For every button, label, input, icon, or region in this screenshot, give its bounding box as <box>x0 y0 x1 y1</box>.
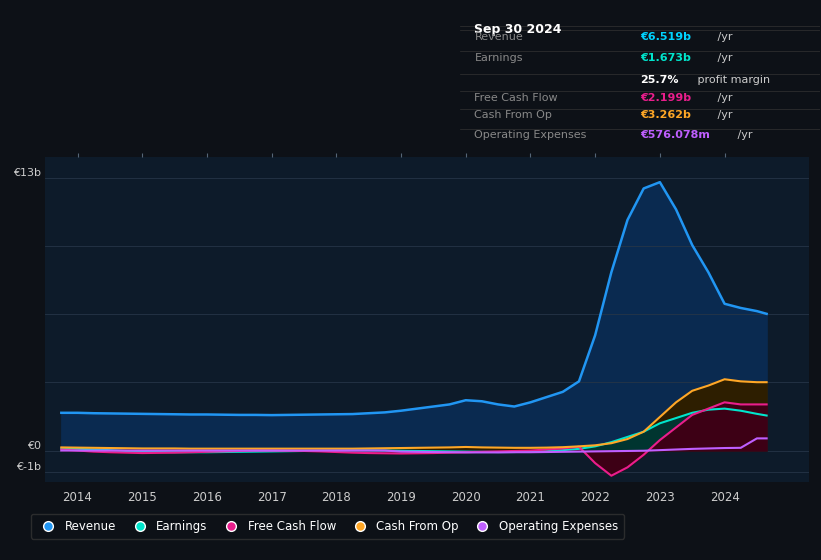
Text: Sep 30 2024: Sep 30 2024 <box>475 23 562 36</box>
Text: /yr: /yr <box>734 130 753 141</box>
Text: €6.519b: €6.519b <box>640 32 691 42</box>
Text: Operating Expenses: Operating Expenses <box>475 130 587 141</box>
Text: €1.673b: €1.673b <box>640 53 691 63</box>
Text: €3.262b: €3.262b <box>640 110 691 120</box>
Text: profit margin: profit margin <box>694 75 770 85</box>
Text: Free Cash Flow: Free Cash Flow <box>475 92 558 102</box>
Text: Revenue: Revenue <box>475 32 523 42</box>
Text: 25.7%: 25.7% <box>640 75 678 85</box>
Text: Cash From Op: Cash From Op <box>475 110 553 120</box>
Text: /yr: /yr <box>714 92 732 102</box>
Text: €0: €0 <box>27 441 41 451</box>
Text: /yr: /yr <box>714 110 732 120</box>
Text: €576.078m: €576.078m <box>640 130 710 141</box>
Text: /yr: /yr <box>714 53 732 63</box>
Text: €2.199b: €2.199b <box>640 92 691 102</box>
Legend: Revenue, Earnings, Free Cash Flow, Cash From Op, Operating Expenses: Revenue, Earnings, Free Cash Flow, Cash … <box>30 514 624 539</box>
Text: €-1b: €-1b <box>16 461 41 472</box>
Text: /yr: /yr <box>714 32 732 42</box>
Text: Earnings: Earnings <box>475 53 523 63</box>
Text: €13b: €13b <box>13 168 41 178</box>
